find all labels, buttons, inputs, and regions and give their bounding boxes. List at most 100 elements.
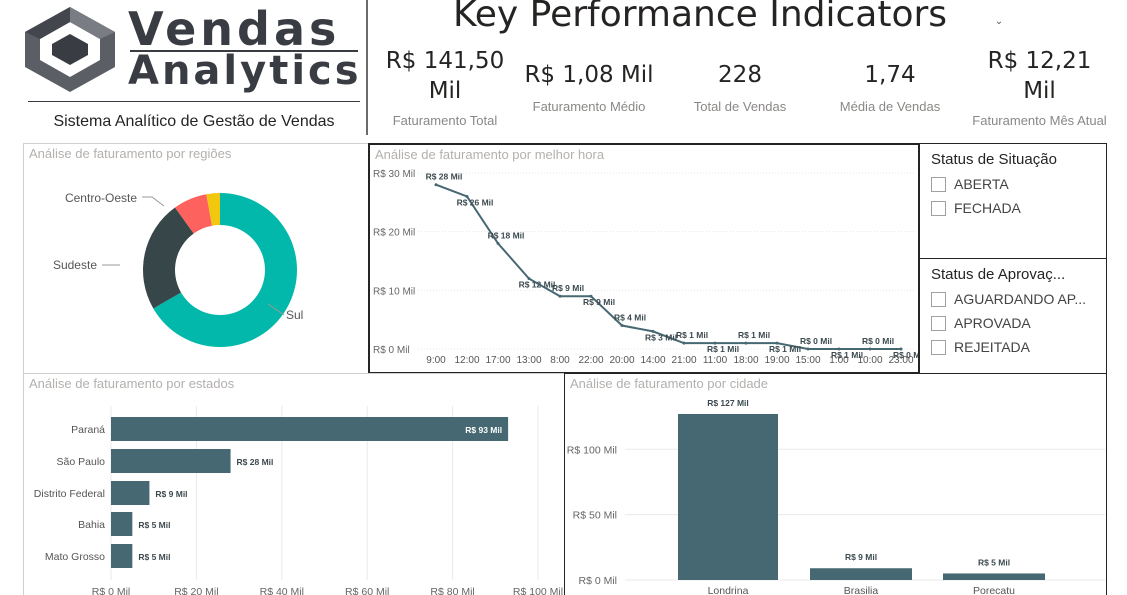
- donut-label: Sudeste: [53, 258, 97, 272]
- donut-leader-line: [267, 303, 285, 316]
- donut-slice-centro-oeste[interactable]: [175, 194, 213, 234]
- y-tick-label: R$ 0 Mil: [373, 345, 410, 356]
- checkbox[interactable]: [931, 177, 946, 192]
- situation-slicer-title: Status de Situação: [931, 151, 1057, 168]
- hours-point[interactable]: [837, 347, 841, 351]
- hours-point[interactable]: [465, 194, 469, 198]
- hours-panel: Análise de faturamento por melhor hora R…: [368, 143, 920, 374]
- state-data-label: R$ 28 Mil: [237, 457, 274, 467]
- hours-data-label: R$ 1 Mil: [831, 350, 863, 360]
- state-category-label: São Paulo: [57, 456, 106, 468]
- city-bar[interactable]: [678, 413, 778, 580]
- state-category-label: Paraná: [71, 424, 105, 436]
- hours-point[interactable]: [527, 277, 531, 281]
- city-data-label: R$ 5 Mil: [978, 557, 1010, 567]
- city-category-label: Londrina: [708, 585, 749, 595]
- y-tick-label: R$ 100 Mil: [567, 444, 617, 456]
- kpi-label-average: Faturamento Médio: [532, 99, 646, 114]
- hours-point[interactable]: [589, 294, 593, 298]
- states-bar-chart[interactable]: R$ 0 Mil R$ 20 Mil R$ 40 Mil R$ 60 Mil R$ 80…: [24, 374, 565, 595]
- city-bar[interactable]: [810, 568, 912, 580]
- checkbox[interactable]: [931, 292, 946, 307]
- donut-label: Sul: [286, 308, 303, 322]
- hours-point[interactable]: [806, 347, 810, 351]
- page-title: Key Performance Indicators: [452, 0, 948, 35]
- x-tick-label: R$ 40 Mil: [260, 586, 304, 595]
- city-bar[interactable]: [943, 573, 1045, 580]
- hours-point[interactable]: [899, 347, 903, 351]
- state-bar[interactable]: [111, 481, 150, 505]
- x-tick-label: 18:00: [733, 355, 758, 366]
- city-panel-title: Análise de faturamento por cidade: [570, 376, 769, 391]
- header-underline: [28, 101, 360, 102]
- logo-cube-icon: [25, 7, 115, 92]
- kpi-label-total: Faturamento Total: [392, 113, 498, 128]
- checkbox[interactable]: [931, 340, 946, 355]
- hours-data-label: R$ 12 Mil: [519, 280, 556, 290]
- hours-point[interactable]: [620, 324, 624, 328]
- state-bar[interactable]: [111, 417, 509, 441]
- regions-donut-chart[interactable]: Sul Sudeste Centro-Oeste: [24, 144, 368, 373]
- x-tick-label: 13:00: [516, 355, 541, 366]
- x-tick-label: R$ 80 Mil: [430, 586, 474, 595]
- state-data-label: R$ 9 Mil: [155, 489, 187, 499]
- hours-point[interactable]: [744, 341, 748, 345]
- header-divider: [366, 0, 368, 135]
- city-data-label: R$ 9 Mil: [845, 552, 877, 562]
- checkbox[interactable]: [931, 201, 946, 216]
- x-tick-label: 20:00: [609, 355, 634, 366]
- kpi-label-count: Total de Vendas: [693, 99, 787, 114]
- kpi-label-mean: Média de Vendas: [839, 99, 941, 114]
- hours-point[interactable]: [682, 341, 686, 345]
- hours-panel-title: Análise de faturamento por melhor hora: [375, 147, 605, 162]
- state-bar[interactable]: [111, 544, 133, 568]
- regions-panel-title: Análise de faturamento por regiões: [29, 146, 232, 161]
- x-tick-label: 14:00: [640, 355, 665, 366]
- logo-word-analytics: Analytics: [128, 48, 362, 94]
- hours-data-label: R$ 9 Mil: [583, 297, 615, 307]
- city-panel: Análise de faturamento por cidade R$ 0 M…: [564, 373, 1107, 595]
- hours-data-label: R$ 0 Mil: [862, 336, 894, 346]
- state-category-label: Mato Grosso: [45, 551, 105, 563]
- state-bar[interactable]: [111, 512, 133, 536]
- donut-slice-sudeste[interactable]: [143, 207, 194, 309]
- hours-data-label: R$ 1 Mil: [769, 344, 801, 354]
- approval-slicer-title: Status de Aprovaç...: [931, 266, 1066, 283]
- hours-point[interactable]: [868, 347, 872, 351]
- city-bar-chart[interactable]: R$ 0 Mil R$ 50 Mil R$ 100 Mil R$ 127 Mil Lon…: [565, 374, 1106, 595]
- x-tick-label: R$ 60 Mil: [345, 586, 389, 595]
- kpi-card-month: R$ 12,21 Mil Faturamento Mês Atual: [962, 46, 1117, 130]
- donut-slice-other[interactable]: [206, 193, 220, 226]
- x-tick-label: 1:00: [829, 355, 849, 366]
- kpi-value-month: R$ 12,21 Mil: [987, 48, 1092, 104]
- situation-slicer: Status de Situação ABERTA FECHADA: [919, 143, 1107, 259]
- y-tick-label: R$ 30 Mil: [373, 169, 415, 180]
- state-category-label: Distrito Federal: [34, 488, 105, 500]
- state-bar[interactable]: [111, 449, 231, 473]
- donut-slice-sul[interactable]: [153, 193, 297, 347]
- donut-label: Centro-Oeste: [65, 191, 137, 205]
- y-tick-label: R$ 0 Mil: [578, 575, 617, 587]
- hours-line-chart[interactable]: R$ 0 Mil R$ 10 Mil R$ 20 Mil R$ 30 Mil R$ 28…: [370, 145, 918, 372]
- y-tick-label: R$ 10 Mil: [373, 286, 415, 297]
- hours-point[interactable]: [434, 183, 438, 187]
- x-tick-label: 17:00: [485, 355, 510, 366]
- hours-point[interactable]: [496, 241, 500, 245]
- chevron-down-icon[interactable]: ⌄: [994, 16, 1004, 27]
- y-tick-label: R$ 50 Mil: [573, 510, 617, 522]
- approval-slicer: Status de Aprovaç... AGUARDANDO AP... AP…: [919, 258, 1107, 375]
- hours-data-label: R$ 1 Mil: [738, 330, 770, 340]
- hours-point[interactable]: [775, 341, 779, 345]
- checkbox[interactable]: [931, 316, 946, 331]
- logo-rule: [130, 50, 358, 52]
- kpi-card-mean: 1,74 Média de Vendas: [830, 60, 950, 120]
- hours-data-label: R$ 0 Mil: [893, 350, 918, 360]
- x-tick-label: 10:00: [857, 355, 882, 366]
- state-category-label: Bahia: [78, 519, 105, 531]
- hours-point[interactable]: [558, 294, 562, 298]
- hours-series-line: [435, 183, 901, 350]
- city-data-label: R$ 127 Mil: [707, 398, 749, 408]
- hours-point[interactable]: [651, 329, 655, 333]
- hours-point[interactable]: [713, 341, 717, 345]
- logo-word-vendas: Vendas: [128, 2, 341, 56]
